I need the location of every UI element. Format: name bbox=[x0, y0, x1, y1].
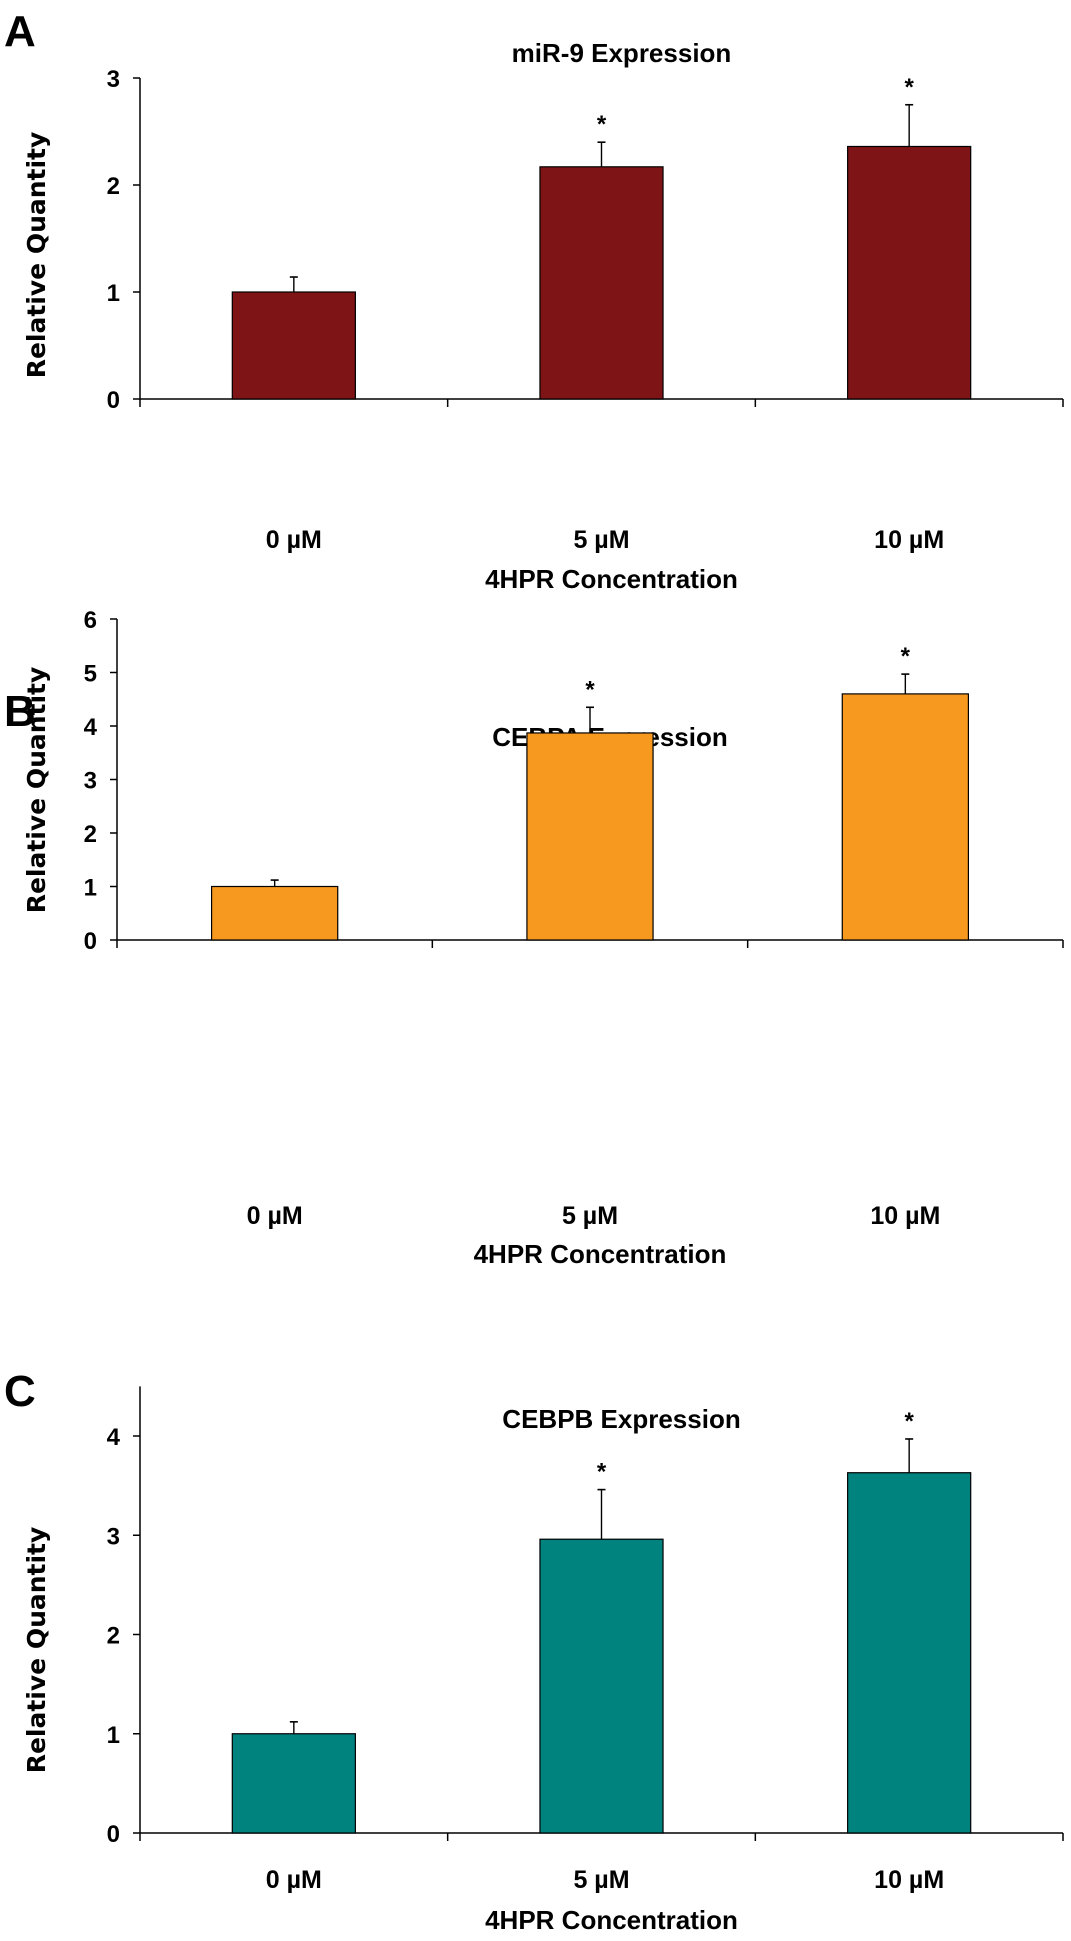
x-tick-label: 10 µM bbox=[874, 526, 944, 554]
x-tick-label: 0 µM bbox=[266, 526, 322, 554]
y-tick-label: 4 bbox=[84, 714, 98, 741]
x-axis-label: 4HPR Concentration bbox=[485, 1905, 738, 1935]
y-tick-label: 0 bbox=[107, 387, 120, 414]
panel-letter: C bbox=[4, 1367, 36, 1416]
x-tick-label: 0 µM bbox=[266, 1866, 322, 1894]
bar bbox=[539, 1538, 664, 1834]
significance-marker: * bbox=[901, 643, 911, 670]
x-tick-label: 0 µM bbox=[247, 1202, 303, 1230]
y-tick-label: 3 bbox=[107, 1523, 120, 1550]
bar bbox=[847, 145, 972, 400]
bar bbox=[847, 1472, 972, 1834]
x-tick-label: 5 µM bbox=[573, 526, 629, 554]
x-tick-label: 5 µM bbox=[562, 1202, 618, 1230]
x-tick-label: 5 µM bbox=[573, 1866, 629, 1894]
y-tick-label: 1 bbox=[84, 875, 97, 902]
significance-marker: * bbox=[585, 676, 595, 703]
panel-letter: B bbox=[4, 687, 36, 736]
panel-letter: A bbox=[4, 7, 36, 56]
x-tick-label: 10 µM bbox=[874, 1866, 944, 1894]
x-axis-label: 4HPR Concentration bbox=[474, 1239, 727, 1269]
bar bbox=[231, 1733, 356, 1834]
y-tick-label: 2 bbox=[107, 173, 120, 200]
y-axis-label: Relative Quantity bbox=[22, 1527, 51, 1774]
y-axis-label: Relative Quantity bbox=[22, 667, 51, 914]
x-tick-label: 10 µM bbox=[870, 1202, 940, 1230]
y-tick-label: 1 bbox=[107, 1722, 120, 1749]
y-tick-label: 5 bbox=[84, 661, 97, 688]
y-tick-label: 6 bbox=[84, 607, 97, 634]
y-tick-label: 2 bbox=[107, 1623, 120, 1650]
significance-marker: * bbox=[597, 1459, 607, 1486]
y-tick-label: 1 bbox=[107, 280, 120, 307]
y-tick-label: 0 bbox=[84, 928, 97, 955]
bar bbox=[211, 885, 339, 941]
x-axis-label: 4HPR Concentration bbox=[485, 564, 738, 594]
y-tick-label: 0 bbox=[107, 1821, 120, 1848]
y-tick-label: 4 bbox=[107, 1424, 121, 1451]
significance-marker: * bbox=[597, 111, 607, 138]
y-tick-label: 3 bbox=[84, 768, 97, 795]
y-tick-label: 2 bbox=[84, 821, 97, 848]
bar bbox=[231, 291, 356, 400]
chart-title: CEBPB Expression bbox=[502, 1404, 740, 1434]
chart-title: miR-9 Expression bbox=[512, 38, 732, 68]
y-axis-label: Relative Quantity bbox=[22, 132, 51, 379]
y-tick-label: 3 bbox=[107, 66, 120, 93]
chart-panel-c: C CEBPB Expression 0 1 2 3 4 0 µM * 5 µM * 10 µM 4HP… bbox=[4, 1367, 1064, 1935]
significance-marker: * bbox=[904, 74, 914, 101]
bar bbox=[841, 693, 969, 941]
significance-marker: * bbox=[904, 1408, 914, 1435]
bar bbox=[526, 732, 654, 941]
bar bbox=[539, 166, 664, 400]
